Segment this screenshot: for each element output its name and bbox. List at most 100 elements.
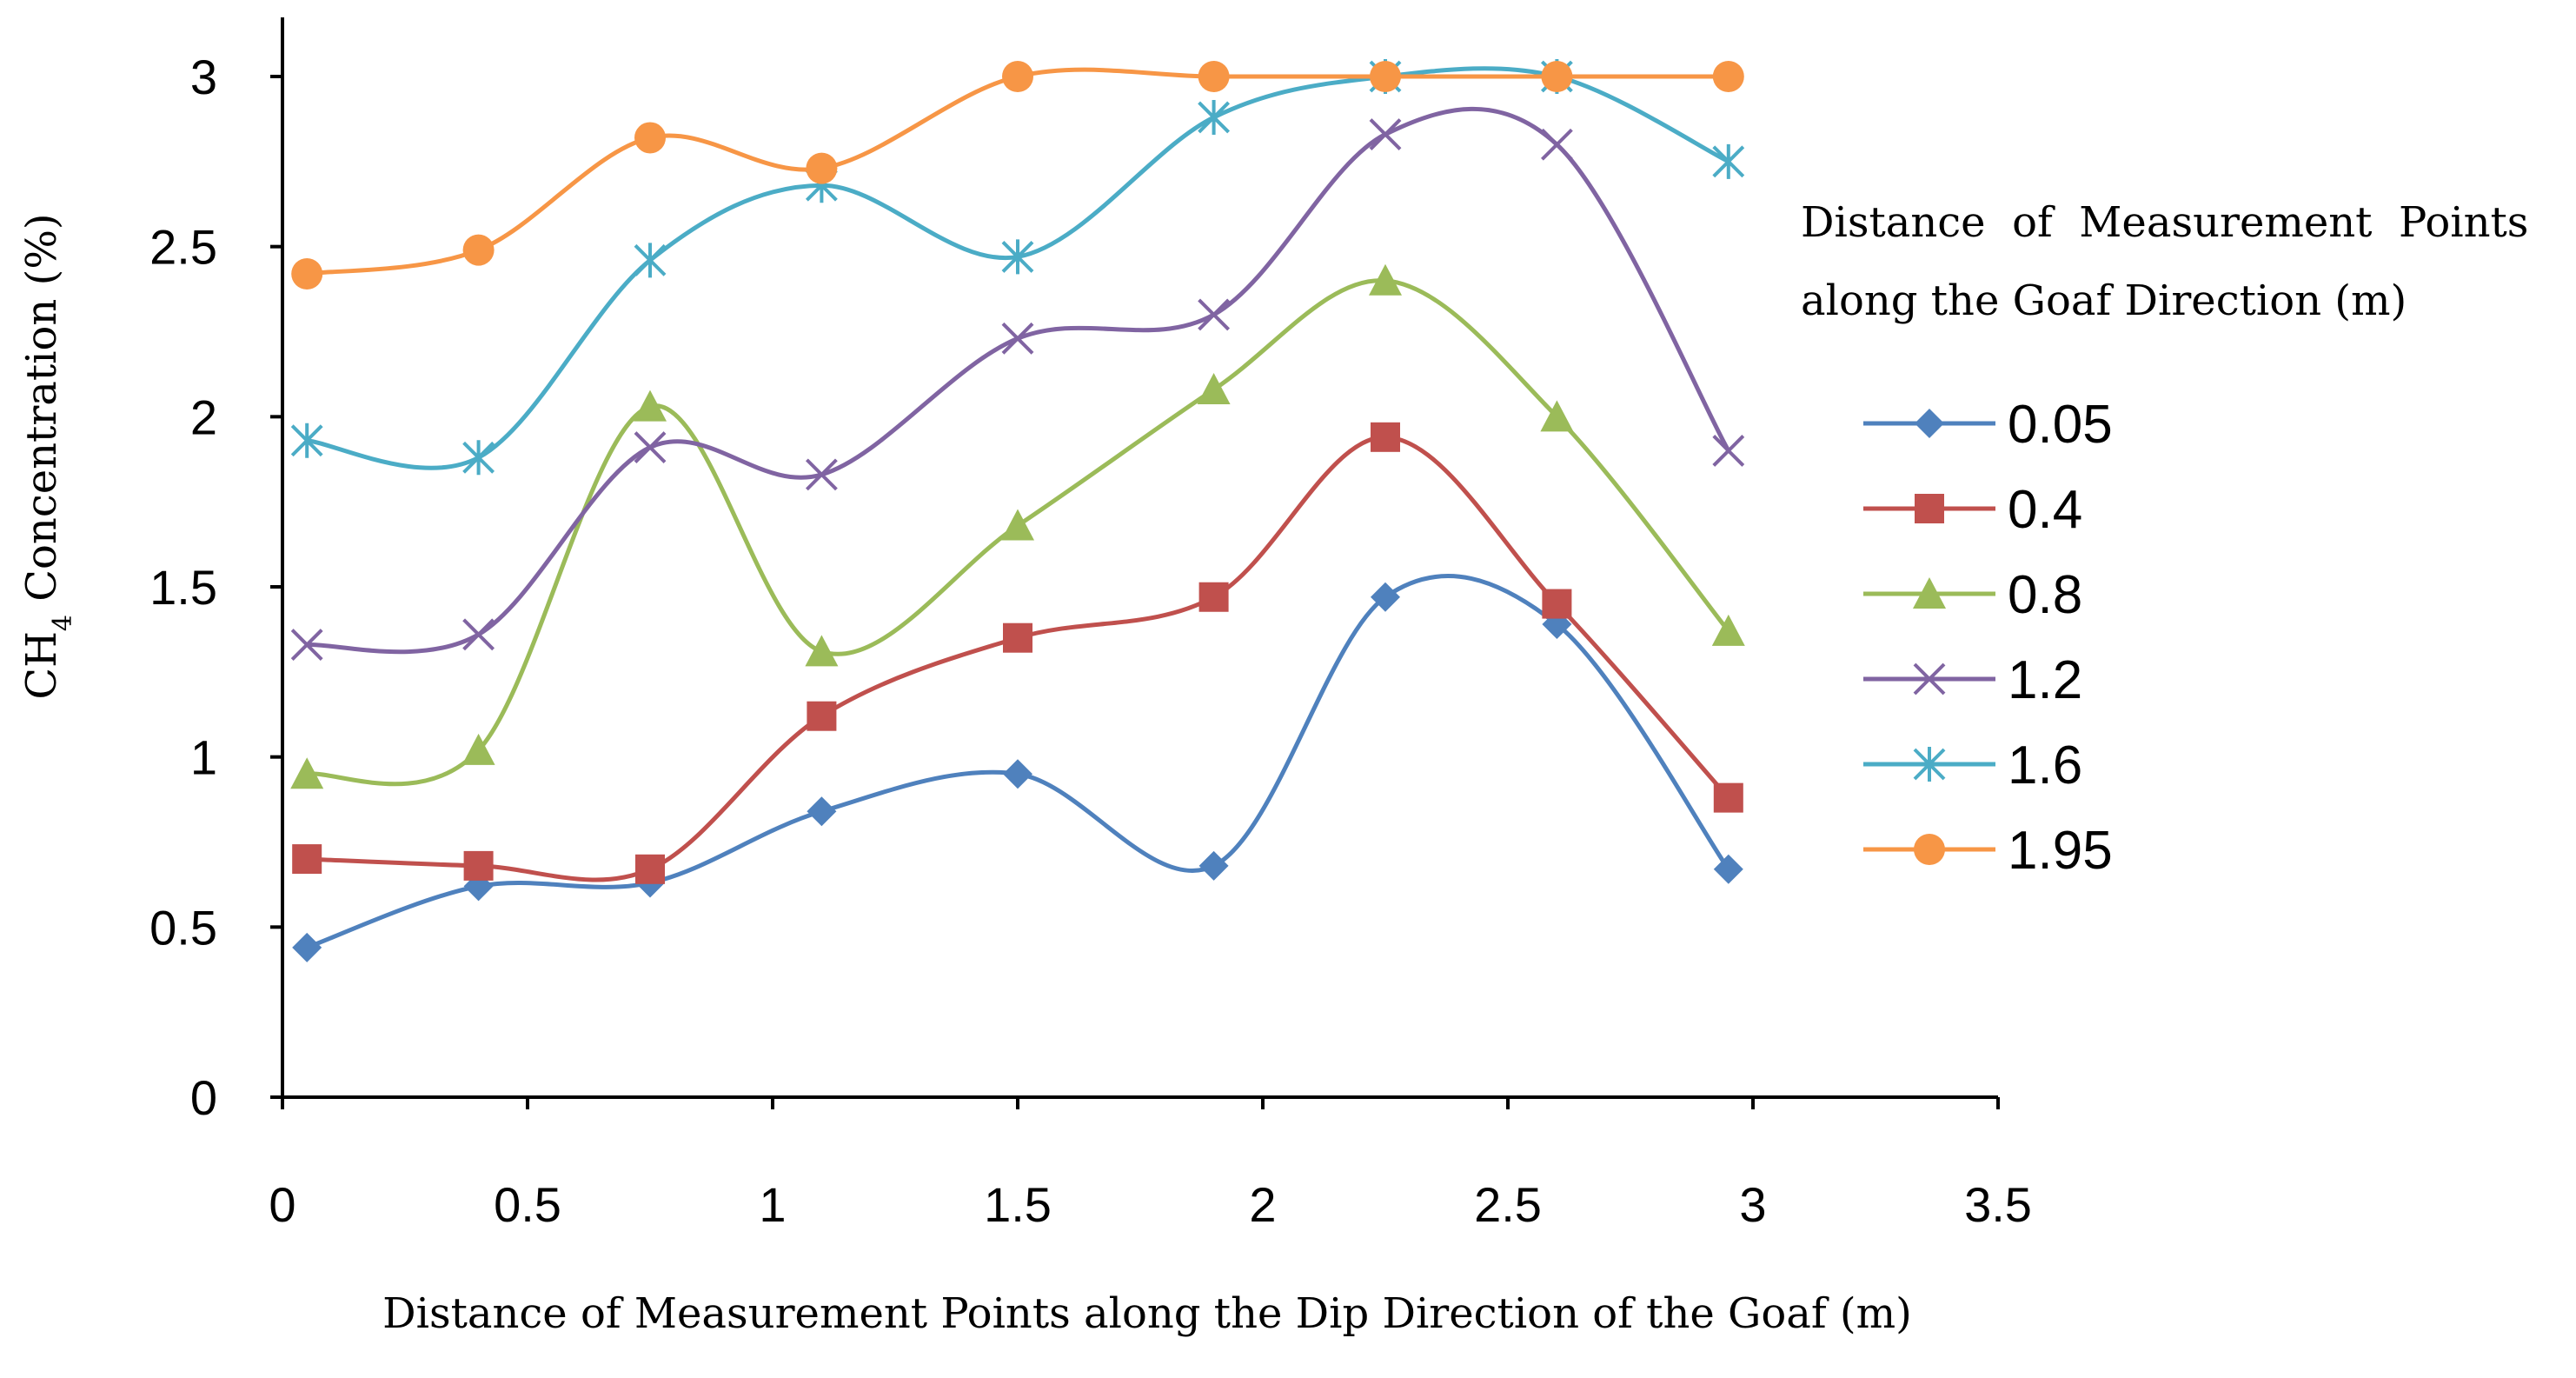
data-point	[290, 629, 323, 661]
legend-item-0.05: 0.05	[1863, 395, 2113, 455]
data-point	[634, 389, 667, 422]
data-point	[807, 701, 837, 731]
legend-item-1.2: 1.2	[1863, 650, 2082, 710]
data-point	[1001, 509, 1034, 541]
x-tick-label: 2	[1249, 1177, 1276, 1232]
series-0.05	[292, 574, 1743, 962]
data-point	[462, 234, 495, 266]
data-point	[1002, 61, 1033, 92]
data-point	[292, 844, 322, 875]
x-tick-label: 3	[1739, 1177, 1766, 1232]
data-point	[1712, 143, 1745, 179]
series-layer	[290, 59, 1745, 962]
legend-marker	[1915, 409, 1944, 438]
data-point	[1001, 322, 1034, 355]
y-axis-title-subscript: 4	[48, 615, 78, 631]
data-point	[805, 635, 839, 667]
data-point	[1198, 298, 1231, 331]
data-point	[1540, 400, 1574, 432]
data-point	[1370, 61, 1401, 92]
legend-item-1.6: 1.6	[1863, 736, 2082, 796]
data-point	[634, 243, 667, 278]
series-line-0.4	[307, 435, 1730, 882]
x-axis-title: Distance of Measurement Points along the…	[382, 1289, 1912, 1338]
data-point	[461, 733, 495, 765]
legend-marker	[1913, 747, 1946, 782]
y-tick-label: 0	[190, 1070, 217, 1125]
data-point	[807, 796, 837, 827]
legend-item-0.4: 0.4	[1863, 480, 2082, 540]
y-axis-title-suffix: Concentration (%)	[17, 213, 66, 615]
legend-label: 1.6	[2008, 736, 2082, 796]
data-point	[635, 854, 665, 884]
y-axis-title: CH4 Concentration (%)	[17, 213, 78, 699]
y-tick-label: 2	[190, 389, 217, 444]
data-point	[1712, 435, 1745, 467]
series-line-0.8	[306, 278, 1730, 787]
data-point	[1371, 582, 1400, 612]
data-point	[1369, 263, 1402, 296]
data-point	[1713, 854, 1743, 884]
data-point	[1198, 61, 1230, 92]
data-point	[634, 431, 667, 463]
data-point	[290, 757, 324, 789]
x-axis-ticks: 0 0.5 1 1.5 2 2.5 3 3.5	[269, 1097, 2032, 1232]
y-tick-label: 0.5	[149, 900, 217, 955]
legend-item-1.95: 1.95	[1863, 821, 2113, 881]
legend-items: 0.05 0.4 0.8 1.2 1.6 1.95	[1863, 395, 2113, 881]
y-tick-label: 1	[190, 730, 217, 785]
data-point	[806, 152, 838, 184]
legend-label: 0.4	[2008, 480, 2082, 540]
x-tick-label: 0	[269, 1177, 295, 1232]
data-point	[463, 850, 494, 881]
legend-label: 0.05	[2008, 395, 2113, 455]
y-tick-label: 2.5	[149, 220, 217, 275]
data-point	[805, 458, 838, 491]
legend-label: 1.2	[2008, 650, 2082, 710]
data-point	[1198, 99, 1231, 135]
data-point	[462, 440, 495, 476]
series-0.8	[290, 263, 1745, 789]
legend-marker	[1913, 662, 1946, 696]
y-tick-label: 3	[190, 50, 217, 104]
y-axis-title-prefix: CH	[17, 631, 66, 700]
legend-title-line2: along the Goaf Direction (m)	[1801, 276, 2407, 325]
data-point	[292, 932, 322, 962]
data-point	[1541, 61, 1573, 92]
data-point	[1542, 589, 1572, 619]
data-point	[1198, 582, 1229, 612]
x-tick-label: 2.5	[1474, 1177, 1542, 1232]
legend-marker	[1914, 834, 1945, 865]
legend-marker	[1915, 494, 1944, 523]
series-1.2	[290, 106, 1745, 661]
legend: Distance of Measurement Points along the…	[1801, 198, 2528, 881]
legend-label: 1.95	[2008, 821, 2113, 881]
series-1.95	[291, 61, 1744, 290]
legend-marker	[1913, 577, 1946, 609]
y-tick-label: 1.5	[149, 560, 217, 615]
series-line-1.2	[307, 106, 1730, 655]
series-line-0.05	[306, 574, 1730, 950]
data-point	[1371, 422, 1400, 452]
data-point	[1003, 759, 1032, 789]
data-point	[1711, 614, 1745, 646]
data-point	[1197, 373, 1231, 405]
x-tick-label: 1.5	[984, 1177, 1052, 1232]
data-point	[1003, 622, 1032, 653]
data-point	[462, 618, 495, 651]
x-tick-label: 0.5	[494, 1177, 561, 1232]
data-point	[1713, 782, 1743, 813]
legend-label: 0.8	[2008, 565, 2082, 625]
data-point	[1712, 61, 1744, 92]
x-tick-label: 1	[759, 1177, 786, 1232]
y-axis-ticks: 0 0.5 1 1.5 2 2.5 3	[149, 50, 282, 1125]
data-point	[1540, 128, 1573, 161]
data-point	[1198, 850, 1229, 881]
data-point	[291, 257, 323, 290]
data-point	[1369, 118, 1402, 150]
data-point	[290, 423, 323, 458]
legend-item-0.8: 0.8	[1863, 565, 2082, 625]
data-point	[1001, 239, 1034, 275]
